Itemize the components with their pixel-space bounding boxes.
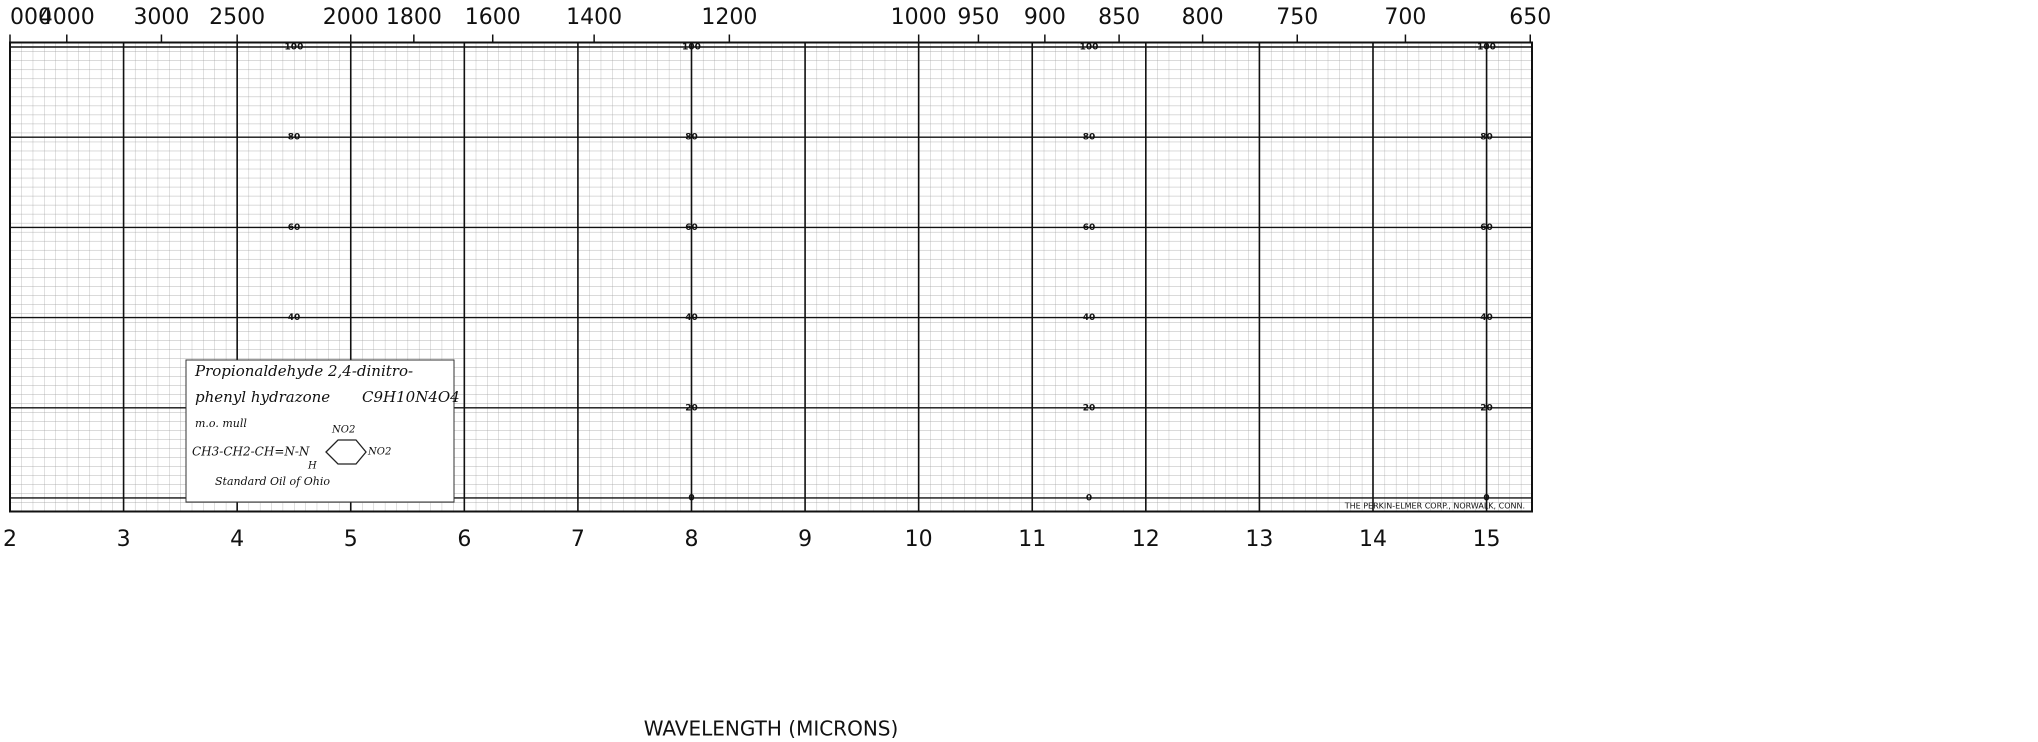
top-tick-label: 750 — [1276, 5, 1318, 30]
annotation: phenyl hydrazone — [195, 388, 330, 406]
top-tick-label: 1400 — [566, 5, 622, 30]
x-tick-label: 3 — [117, 527, 131, 552]
annotation-box: Propionaldehyde 2,4-dinitro- phenyl hydr… — [185, 359, 460, 503]
y-tick-label: 40 — [1083, 313, 1096, 323]
x-tick-label: 6 — [457, 527, 471, 552]
y-tick-label: 40 — [685, 313, 698, 323]
y-tick-label: 20 — [1083, 403, 1096, 413]
y-tick-label: 100 — [285, 43, 304, 53]
top-tick-label: 2000 — [323, 5, 379, 30]
y-tick-label: 100 — [1477, 43, 1496, 53]
y-tick-label: 0 — [1086, 493, 1092, 503]
x-tick-label: 5 — [344, 527, 358, 552]
y-tick-label: 60 — [685, 223, 698, 233]
x-tick-label: 9 — [798, 527, 812, 552]
x-tick-label: 14 — [1359, 527, 1387, 552]
maker-note: THE PERKIN-ELMER CORP., NORWALK, CONN. — [1344, 502, 1525, 511]
top-tick-label: 650 — [1509, 5, 1551, 30]
top-tick-label: 1200 — [701, 5, 757, 30]
annotation: Propionaldehyde 2,4-dinitro- — [194, 362, 413, 380]
top-tick-label: 850 — [1098, 5, 1140, 30]
top-tick-label: 1000 — [891, 5, 947, 30]
annotation: Standard Oil of Ohio — [215, 475, 330, 488]
y-tick-label: 80 — [1480, 133, 1493, 143]
y-tick-label: 60 — [288, 223, 301, 233]
top-tick-label: 2500 — [209, 5, 265, 30]
top-tick-label: 1600 — [465, 5, 521, 30]
top-tick-label: 1800 — [386, 5, 442, 30]
top-tick-label: 900 — [1024, 5, 1066, 30]
x-tick-label: 2 — [3, 527, 17, 552]
x-tick-label: 11 — [1018, 527, 1046, 552]
label-card — [185, 359, 455, 503]
annotation: C9H10N4O4 — [362, 388, 460, 406]
x-tick-label: 8 — [684, 527, 698, 552]
x-axis-label: WAVELENGTH (MICRONS) — [644, 717, 899, 739]
y-tick-label: 80 — [685, 133, 698, 143]
x-tick-label: 4 — [230, 527, 244, 552]
y-tick-label: 40 — [1480, 313, 1493, 323]
y-tick-label: 80 — [1083, 133, 1096, 143]
top-tick-label: 800 — [1182, 5, 1224, 30]
top-tick-label: 000 — [10, 5, 52, 30]
top-tick-label: 700 — [1384, 5, 1426, 30]
y-tick-label: 0 — [688, 493, 694, 503]
y-tick-label: 20 — [1480, 403, 1493, 413]
x-tick-label: 7 — [571, 527, 585, 552]
y-tick-label: 80 — [288, 133, 301, 143]
y-tick-label: 100 — [682, 43, 701, 53]
x-tick-label: 15 — [1473, 527, 1501, 552]
benzene-ring — [325, 439, 367, 465]
y-tick-label: 60 — [1083, 223, 1096, 233]
x-tick-label: 13 — [1245, 527, 1273, 552]
top-tick-label: 950 — [957, 5, 999, 30]
x-tick-label: 10 — [905, 527, 933, 552]
annotation: NO2 — [331, 425, 355, 436]
annotation: CH3-CH2-CH=N-N — [192, 445, 310, 459]
annotation: NO2 — [367, 447, 391, 458]
x-tick-label: 12 — [1132, 527, 1160, 552]
top-tick-label: 3000 — [133, 5, 189, 30]
top-tick-label: 4000 — [39, 5, 95, 30]
y-tick-label: 20 — [685, 403, 698, 413]
y-tick-label: 0 — [1483, 493, 1489, 503]
y-tick-label: 40 — [288, 313, 301, 323]
annotation: m.o. mull — [195, 417, 247, 430]
y-tick-label: 100 — [1080, 43, 1099, 53]
y-tick-label: 60 — [1480, 223, 1493, 233]
annotation: H — [307, 461, 317, 472]
